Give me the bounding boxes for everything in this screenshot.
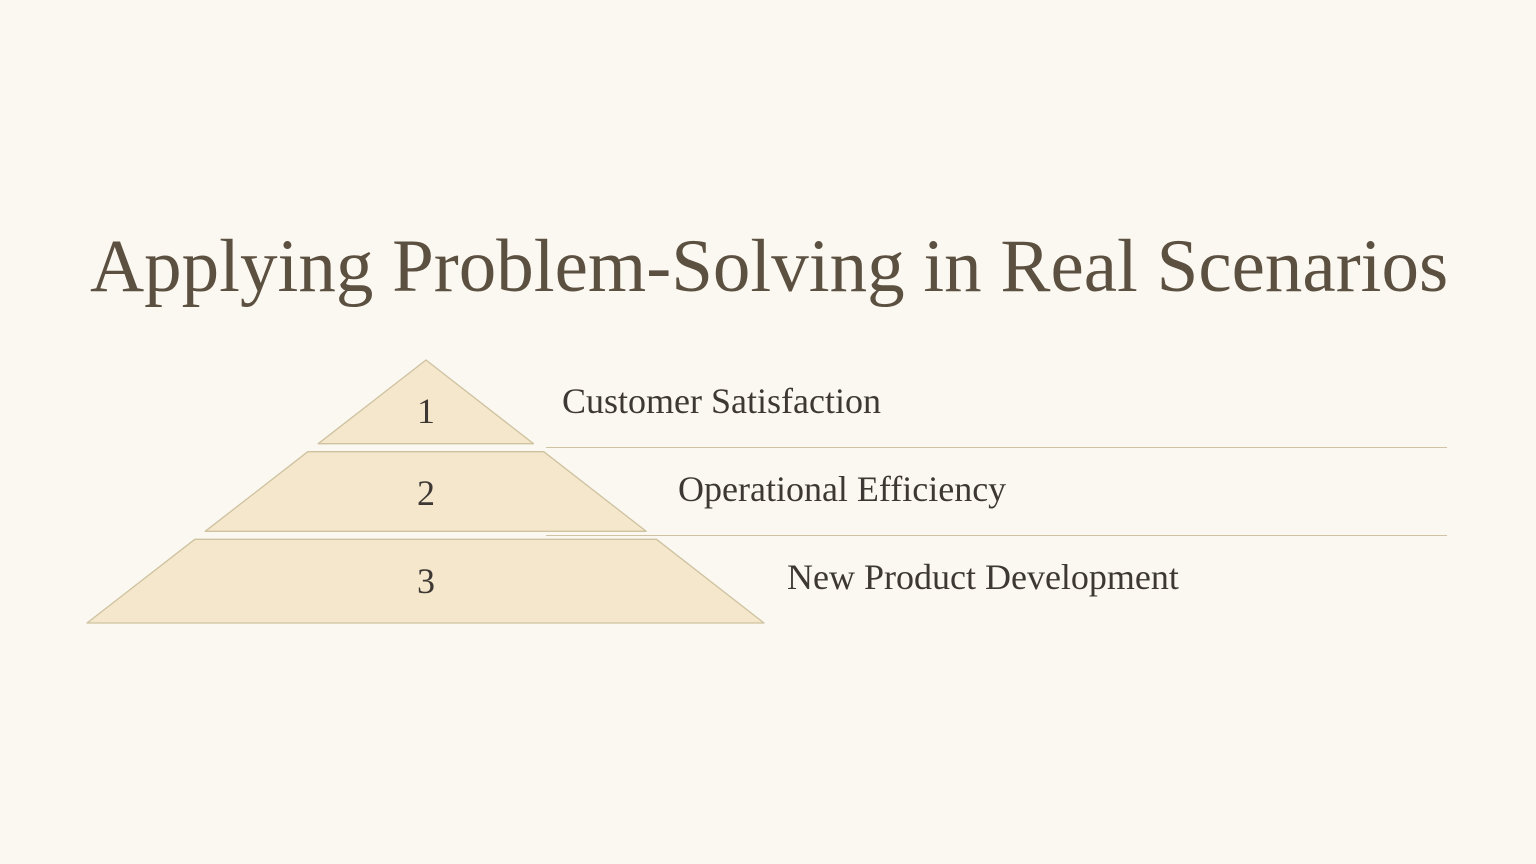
svg-text:2: 2	[417, 473, 435, 513]
svg-text:1: 1	[417, 391, 435, 431]
svg-text:3: 3	[417, 561, 435, 601]
